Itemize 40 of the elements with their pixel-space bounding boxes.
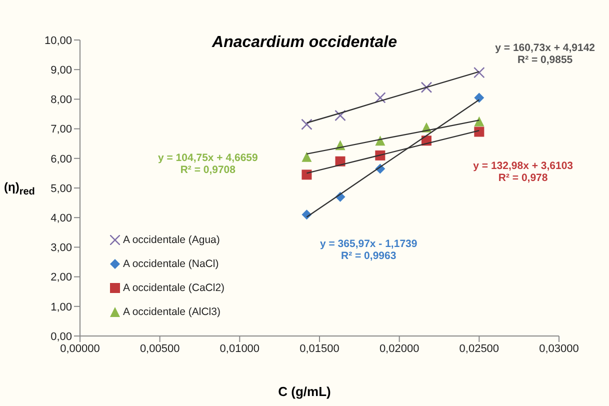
x-axis-title: C (g/mL) <box>277 384 332 399</box>
point <box>474 92 484 103</box>
point <box>474 116 484 126</box>
y-tick-label: 6,00 <box>50 153 72 166</box>
point <box>301 118 312 130</box>
y-tick-label: 3,00 <box>50 242 72 254</box>
x-tick-label: 0,00000 <box>60 342 100 355</box>
point <box>474 126 484 137</box>
annotation: y = 132,98x + 3,6103 R² = 0,978 <box>473 160 573 184</box>
x-tick-label: 0,03000 <box>539 342 579 355</box>
y-tick-label: 8,00 <box>50 94 72 106</box>
x-tick-label: 0,01000 <box>220 342 260 355</box>
y-tick-label: 1,00 <box>50 301 72 314</box>
y-tick-label: 7,00 <box>50 124 72 136</box>
y-tick-label: 2,00 <box>50 272 72 284</box>
y-tick-label: 9,00 <box>50 64 72 77</box>
legend-label: A occidentale (AlCl3) <box>123 305 220 320</box>
point <box>474 66 485 78</box>
point <box>302 170 312 180</box>
legend-label: A occidentale (Agua) <box>123 233 220 248</box>
annotation: y = 104,75x + 4,6659 R² = 0,9708 <box>158 152 258 176</box>
point <box>420 82 432 94</box>
legend-label: A occidentale (CaCl2) <box>123 281 225 296</box>
annotation: y = 160,73x + 4,9142 R² = 0,9855 <box>495 42 595 66</box>
x-tick-label: 0,02500 <box>459 342 500 355</box>
y-tick-label: 10,00 <box>44 34 72 47</box>
x-tick-label: 0,02000 <box>379 342 420 355</box>
annotation: y = 365,97x - 1,1739 R² = 0,9963 <box>320 238 418 262</box>
y-axis-title: (η)$_{red}$ <box>4 180 35 198</box>
point <box>334 110 346 122</box>
legend-label: A occidentale (NaCl) <box>123 257 219 272</box>
point <box>374 92 386 104</box>
y-tick-label: 5,00 <box>50 182 72 195</box>
point <box>302 152 312 162</box>
line-series <box>306 71 480 124</box>
x-tick-label: 0,01500 <box>300 342 340 355</box>
x-tick-label: 0,00500 <box>140 342 180 355</box>
y-tick-label: 0,00 <box>50 330 72 343</box>
chart-title: Anacardium occidentale <box>212 34 397 51</box>
y-tick-label: 4,00 <box>50 212 72 225</box>
